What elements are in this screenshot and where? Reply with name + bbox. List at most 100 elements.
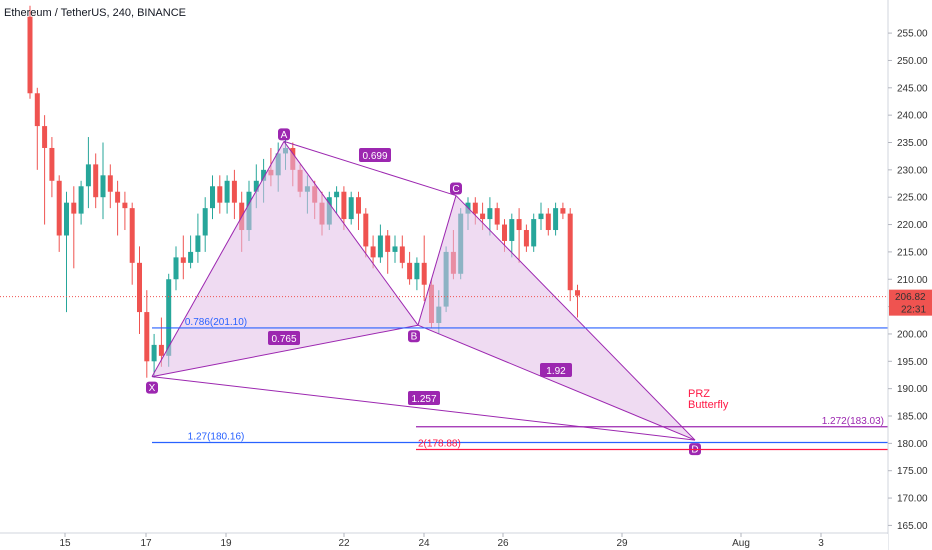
candle-body [64, 202, 69, 236]
candle-body [85, 164, 91, 187]
candle-body [115, 191, 121, 203]
price-tick-label: 230.00 [897, 165, 928, 176]
ratio-label: 0.765 [271, 334, 296, 345]
current-price-value: 206.82 [895, 292, 926, 303]
candle-body [129, 208, 135, 263]
leg-xb [151, 324, 419, 378]
time-tick-label: 3 [818, 538, 824, 549]
price-tick-label: 200.00 [897, 329, 928, 340]
ratio-label: 1.257 [411, 394, 436, 405]
candle-body [144, 312, 150, 362]
candle-body [399, 246, 405, 263]
candle-body [158, 344, 164, 356]
candle-body [472, 202, 478, 214]
point-badge-a [278, 128, 290, 141]
candle-body [494, 208, 500, 225]
price-tick-label: 215.00 [897, 247, 928, 258]
chart-title: Ethereum / TetherUS, 240, BINANCE [4, 7, 186, 19]
price-tick-label: 220.00 [897, 220, 928, 231]
price-tick-label: 190.00 [897, 384, 928, 395]
fib-levels: 0.786(201.10) 1.27(180.16) 1.272(183.03) 2(… [0, 296, 888, 451]
candle-body [509, 219, 515, 241]
price-tick-label: 225.00 [897, 193, 928, 204]
candle-body [538, 213, 544, 220]
candle-body [195, 235, 201, 252]
prz-label: PRZ [688, 388, 710, 400]
candle-body [334, 191, 340, 198]
leg-bd [417, 324, 696, 441]
xab-triangle [152, 141, 418, 377]
price-tick-label: 245.00 [897, 83, 928, 94]
leg-cd [455, 195, 696, 441]
price-tick-label: 170.00 [897, 494, 928, 505]
leg-xd [151, 376, 696, 441]
price-tick-label: 180.00 [897, 439, 928, 450]
candle-body [188, 251, 194, 263]
candle-body [173, 257, 179, 280]
ratio-label: 0.699 [362, 151, 387, 162]
candle-countdown: 22:31 [901, 305, 926, 316]
pattern-name-label: Butterfly [688, 399, 729, 411]
ratio-label: 1.92 [546, 366, 566, 377]
price-tick-label: 195.00 [897, 357, 928, 368]
candle-body [370, 246, 376, 258]
time-tick-label: 26 [497, 538, 509, 549]
level-label: 1.272(183.03) [822, 416, 884, 427]
candle-body [202, 208, 208, 236]
price-tick-label: 240.00 [897, 111, 928, 122]
candle-body [166, 279, 172, 356]
candle-body [217, 186, 223, 203]
candle-body [487, 208, 493, 220]
candle-body [34, 93, 40, 127]
point-label-x: X [149, 383, 156, 394]
candle-body [49, 147, 55, 181]
ratio-badge [540, 363, 572, 377]
candle-body [341, 191, 347, 220]
candle-body [180, 257, 186, 263]
current-price-tag [889, 289, 932, 316]
time-axis-bg [0, 534, 888, 550]
point-label-c: C [452, 184, 459, 195]
candle-body [122, 202, 128, 209]
price-axis: 255.00 250.00 245.00 240.00 235.00 230.00 225.… [888, 29, 932, 532]
time-tick-label: 29 [616, 538, 628, 549]
candle-body [567, 213, 573, 291]
candle-body [56, 180, 62, 236]
time-tick-label: 19 [220, 538, 232, 549]
price-tick-label: 210.00 [897, 275, 928, 286]
point-label-b: B [411, 332, 418, 343]
leg-ab [283, 141, 419, 326]
bcd-triangle [418, 195, 695, 441]
candle-body [531, 219, 537, 247]
candle-body [348, 197, 354, 220]
candle-body [575, 290, 580, 296]
time-tick-label: Aug [732, 538, 750, 549]
leg-bc [417, 195, 457, 326]
candle-body [545, 213, 551, 231]
candle-body [414, 262, 420, 280]
leg-ac [283, 140, 457, 197]
candle-body [356, 197, 361, 214]
candle-body [78, 186, 84, 214]
candle-body [407, 262, 413, 280]
ratio-badge [408, 391, 440, 405]
candle-body [71, 202, 77, 214]
ratio-badge [359, 148, 391, 162]
time-axis: 15 17 19 22 24 26 29 Aug 3 [59, 533, 824, 549]
candle-body [516, 219, 522, 231]
candle-body [377, 235, 383, 258]
price-tick-label: 250.00 [897, 56, 928, 67]
level-label: 0.786(201.10) [185, 317, 247, 328]
candle-body [151, 344, 157, 362]
time-tick-label: 24 [418, 538, 430, 549]
time-tick-label: 17 [140, 538, 152, 549]
candle-body [502, 224, 507, 241]
candle-body [560, 208, 566, 214]
candle-body [523, 230, 529, 247]
price-axis-bg [889, 0, 932, 550]
candle-body [27, 16, 33, 94]
price-tick-label: 255.00 [897, 29, 928, 40]
